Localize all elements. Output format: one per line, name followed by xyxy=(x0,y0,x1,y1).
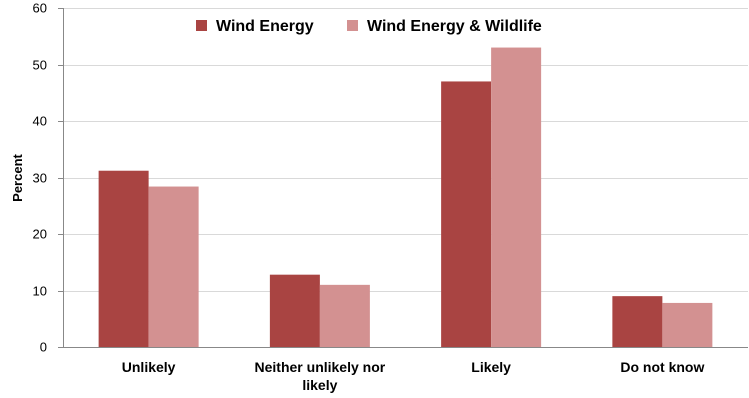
y-tick-label: 60 xyxy=(33,1,47,16)
legend-swatch xyxy=(196,20,207,31)
bar-wind-energy-wildlife xyxy=(148,186,199,347)
bars xyxy=(98,47,713,348)
x-category-label: Do not know xyxy=(620,359,704,375)
x-category-label: Likely xyxy=(471,359,511,375)
bar-wind-energy xyxy=(269,274,320,347)
legend-label: Wind Energy xyxy=(216,18,314,35)
legend-swatch xyxy=(347,20,358,31)
y-tick-label: 0 xyxy=(40,340,47,355)
bar-wind-energy xyxy=(98,170,149,347)
axes xyxy=(58,8,748,348)
legend: Wind Energy Wind Energy & Wildlife xyxy=(196,18,542,35)
y-tick-label: 50 xyxy=(33,58,47,73)
y-tick-label: 10 xyxy=(33,284,47,299)
bar-wind-energy xyxy=(612,296,663,347)
bar-wind-energy-wildlife xyxy=(319,284,370,347)
x-category-label: Unlikely xyxy=(122,359,176,375)
legend-label: Wind Energy & Wildlife xyxy=(367,18,542,35)
axis-labels: Percent 0 10 20 30 40 50 60 Unlikely Neither unl… xyxy=(10,1,704,394)
bar-wind-energy-wildlife xyxy=(662,302,713,347)
y-axis-title: Percent xyxy=(10,153,25,201)
bar-wind-energy xyxy=(441,81,492,347)
y-tick-label: 30 xyxy=(33,171,47,186)
x-category-label: Neither unlikely nor likely xyxy=(255,359,386,393)
y-tick-label: 20 xyxy=(33,227,47,242)
y-tick-label: 40 xyxy=(33,114,47,129)
bar-wind-energy-wildlife xyxy=(491,47,542,348)
